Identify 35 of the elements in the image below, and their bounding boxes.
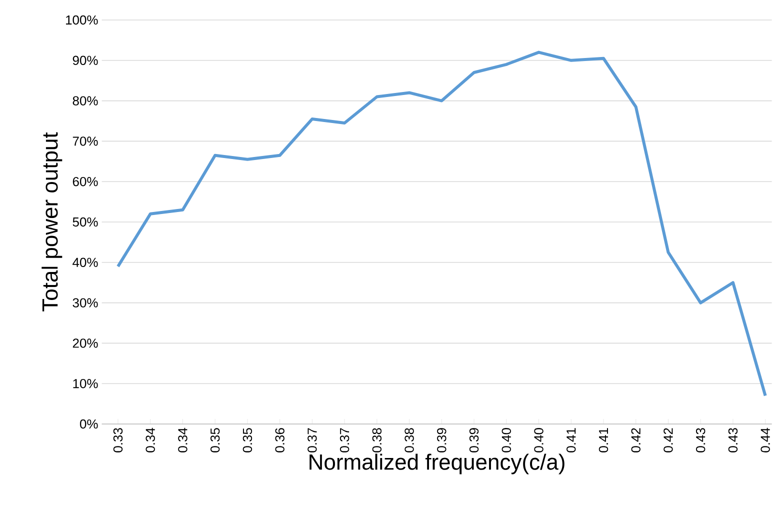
x-axis-title: Normalized frequency(c/a) (310, 454, 564, 474)
x-tick-label: 0.38 (404, 428, 414, 452)
x-tick-label: 0.40 (534, 428, 544, 452)
x-tick-label: 0.34 (146, 428, 155, 452)
y-tick-label: 80% (72, 96, 98, 106)
x-tick-label: 0.41 (566, 428, 576, 452)
y-tick-label: 100% (66, 15, 98, 25)
y-tick-label: 30% (72, 298, 98, 308)
y-tick-label: 40% (72, 258, 98, 267)
x-tick-label: 0.36 (275, 428, 284, 452)
x-tick-label: 0.39 (437, 428, 446, 452)
y-tick-label: 50% (72, 217, 98, 227)
x-tick-label: 0.40 (502, 428, 511, 452)
y-tick-label: 0% (80, 419, 98, 429)
x-tick-label: 0.35 (210, 428, 220, 452)
x-tick-label: 0.33 (113, 428, 123, 452)
x-tick-label: 0.43 (696, 428, 706, 452)
y-axis-title: Total power output (42, 132, 62, 312)
x-tick-label: 0.35 (242, 428, 252, 452)
x-tick-label: 0.39 (469, 428, 479, 452)
y-tick-label: 90% (72, 56, 98, 65)
x-tick-label: 0.41 (598, 428, 608, 452)
line-series (116, 50, 767, 398)
x-tick-label: 0.42 (631, 428, 640, 452)
x-tick-label: 0.42 (664, 428, 673, 452)
x-tick-label: 0.44 (760, 428, 770, 452)
x-tick-label: 0.34 (178, 428, 188, 452)
y-tick-label: 60% (72, 176, 98, 186)
x-tick-label: 0.37 (340, 428, 350, 452)
x-tick-label: 0.38 (372, 428, 382, 452)
y-tick-label: 20% (72, 338, 98, 348)
x-tick-label: 0.37 (308, 428, 317, 452)
x-tick-label: 0.43 (728, 428, 738, 452)
y-tick-label: 10% (73, 378, 98, 388)
y-tick-label: 70% (72, 136, 98, 146)
